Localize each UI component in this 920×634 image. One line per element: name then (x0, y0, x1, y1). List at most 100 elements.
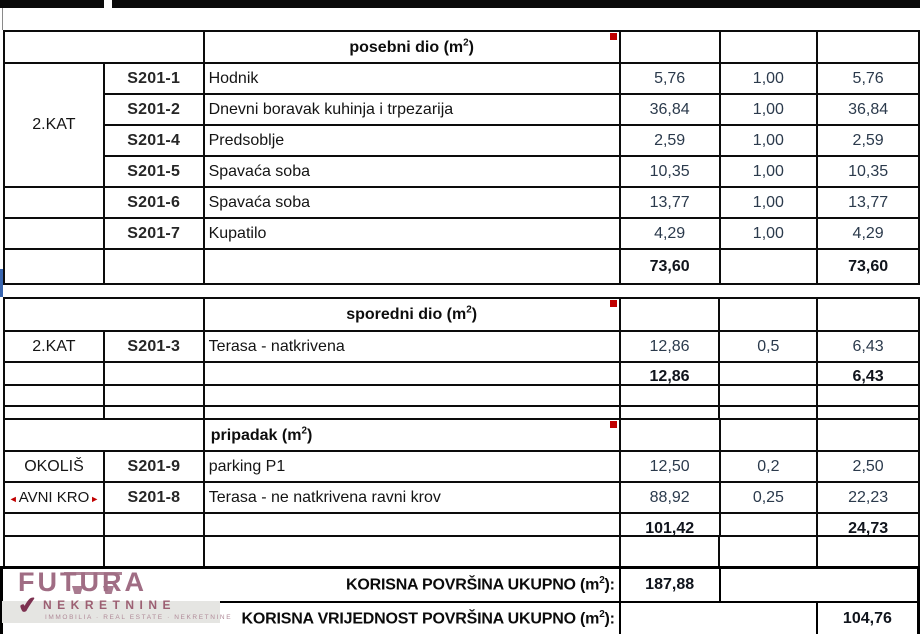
empty-cell[interactable] (3, 30, 205, 64)
value-cell[interactable]: 2,50 (816, 450, 920, 483)
empty-cell[interactable] (816, 535, 920, 570)
empty-cell[interactable] (816, 418, 920, 452)
empty-cell[interactable] (3, 217, 105, 250)
section-posebni-dio-table: posebni dio (m2) 2.KAT S201-1 Hodnik 5,7… (3, 30, 920, 285)
unit-code-cell[interactable]: S201-5 (102, 155, 205, 188)
value-cell[interactable]: 2,59 (816, 124, 920, 157)
value-cell[interactable]: 4,29 (816, 217, 920, 250)
empty-cell[interactable] (618, 601, 818, 634)
room-name-cell[interactable]: Predsoblje (202, 124, 621, 157)
room-name-cell[interactable]: Terasa - ne natkrivena ravni krov (202, 481, 621, 514)
room-name-cell[interactable]: Kupatilo (202, 217, 621, 250)
empty-cell[interactable] (618, 297, 721, 332)
blank-area (816, 297, 920, 332)
floor-label: AVNI KRO (18, 488, 90, 506)
overflow-right-icon: ► (90, 493, 100, 504)
empty-cell[interactable] (3, 418, 205, 452)
comment-marker-icon (609, 421, 617, 428)
coef-cell[interactable]: 0,2 (718, 450, 819, 483)
coef-cell[interactable]: 1,00 (718, 155, 819, 188)
empty-cell[interactable] (718, 535, 819, 570)
top-border-bar (0, 0, 920, 8)
coef-cell[interactable]: 0,5 (718, 330, 819, 363)
empty-cell[interactable] (202, 535, 621, 570)
area-cell[interactable]: 12,50 (618, 450, 721, 483)
empty-cell[interactable] (202, 248, 621, 285)
area-cell[interactable]: 4,29 (618, 217, 721, 250)
empty-cell[interactable] (718, 418, 819, 452)
room-name-cell[interactable]: Hodnik (202, 62, 621, 95)
section-title-cell[interactable]: pripadak (m2) (202, 418, 621, 452)
useful-area-label-cell[interactable]: KORISNA POVRŠINA UKUPNO (m2): (0, 566, 621, 603)
table-row: ◄AVNI KRO► S201-8 Terasa - ne natkrivena… (3, 481, 920, 514)
table-row: S201-6 Spavaća soba 13,77 1,00 13,77 (3, 186, 920, 219)
value-cell[interactable]: 10,35 (816, 155, 920, 188)
empty-cell[interactable] (102, 535, 205, 570)
section-title-cell[interactable]: sporedni dio (m2) (202, 297, 621, 332)
empty-cell[interactable] (718, 248, 819, 285)
coef-cell[interactable]: 1,00 (718, 62, 819, 95)
floor-cell[interactable]: OKOLIŠ (3, 450, 105, 483)
total-area-cell[interactable]: 73,60 (618, 248, 721, 285)
coef-cell[interactable]: 1,00 (718, 93, 819, 126)
empty-cell[interactable] (816, 384, 920, 407)
section-title-cell[interactable]: posebni dio (m2) (202, 30, 621, 64)
table-row: S201-5 Spavaća soba 10,35 1,00 10,35 (4, 155, 920, 188)
useful-value-value-cell[interactable]: 104,76 (815, 601, 920, 634)
floor-cell[interactable]: 2.KAT (3, 62, 105, 188)
empty-cell[interactable] (202, 384, 621, 407)
room-name-cell[interactable]: Terasa - natkrivena (202, 330, 621, 363)
table-row: S201-7 Kupatilo 4,29 1,00 4,29 (3, 217, 920, 250)
comment-marker-icon (609, 33, 617, 40)
unit-code-cell[interactable]: S201-6 (102, 186, 205, 219)
area-cell[interactable]: 13,77 (618, 186, 721, 219)
area-cell[interactable]: 88,92 (618, 481, 721, 514)
empty-cell[interactable] (718, 384, 819, 407)
empty-cell[interactable] (718, 566, 920, 603)
empty-cell[interactable] (102, 248, 205, 285)
value-cell[interactable]: 36,84 (816, 93, 920, 126)
total-value-cell[interactable]: 73,60 (816, 248, 920, 285)
value-cell[interactable]: 13,77 (816, 186, 920, 219)
overflow-left-icon: ◄ (8, 493, 18, 504)
table-row: 2.KAT S201-1 Hodnik 5,76 1,00 5,76 (3, 62, 920, 188)
empty-cell[interactable] (3, 186, 105, 219)
empty-cell[interactable] (3, 297, 205, 332)
room-name-cell[interactable]: Spavaća soba (202, 186, 621, 219)
empty-cell[interactable] (3, 384, 105, 407)
empty-cell[interactable] (618, 418, 721, 452)
unit-code-cell[interactable]: S201-7 (102, 217, 205, 250)
area-cell[interactable]: 10,35 (618, 155, 721, 188)
value-cell[interactable]: 22,23 (816, 481, 920, 514)
room-name-cell[interactable]: parking P1 (202, 450, 621, 483)
empty-cell[interactable] (618, 384, 721, 407)
value-cell[interactable]: 6,43 (816, 330, 920, 363)
empty-cell[interactable] (618, 30, 721, 64)
coef-cell[interactable]: 1,00 (718, 186, 819, 219)
coef-cell[interactable]: 0,25 (718, 481, 819, 514)
useful-value-label-cell[interactable]: KORISNA VRIJEDNOST POVRŠINA UKUPNO (m2): (0, 601, 621, 634)
empty-cell[interactable] (3, 248, 105, 285)
value-cell[interactable]: 5,76 (816, 62, 920, 95)
empty-cell[interactable] (3, 535, 105, 570)
empty-cell[interactable] (618, 535, 721, 570)
comment-marker-icon (609, 300, 617, 307)
area-cell[interactable]: 12,86 (618, 330, 721, 363)
unit-code-cell[interactable]: S201-3 (102, 330, 205, 363)
useful-area-value-cell[interactable]: 187,88 (618, 566, 721, 603)
area-cell[interactable]: 2,59 (618, 124, 721, 157)
unit-code-cell[interactable]: S201-4 (102, 124, 205, 157)
coef-cell[interactable]: 1,00 (718, 124, 819, 157)
unit-code-cell[interactable]: S201-9 (102, 450, 205, 483)
empty-cell[interactable] (102, 384, 205, 407)
area-cell[interactable]: 5,76 (618, 62, 721, 95)
room-name-cell[interactable]: Dnevni boravak kuhinja i trpezarija (202, 93, 621, 126)
unit-code-cell[interactable]: S201-1 (102, 62, 205, 95)
coef-cell[interactable]: 1,00 (718, 217, 819, 250)
unit-code-cell[interactable]: S201-8 (102, 481, 205, 514)
floor-cell[interactable]: 2.KAT (3, 330, 105, 363)
room-name-cell[interactable]: Spavaća soba (202, 155, 621, 188)
floor-cell-truncated[interactable]: ◄AVNI KRO► (3, 481, 105, 514)
unit-code-cell[interactable]: S201-2 (102, 93, 205, 126)
area-cell[interactable]: 36,84 (618, 93, 721, 126)
